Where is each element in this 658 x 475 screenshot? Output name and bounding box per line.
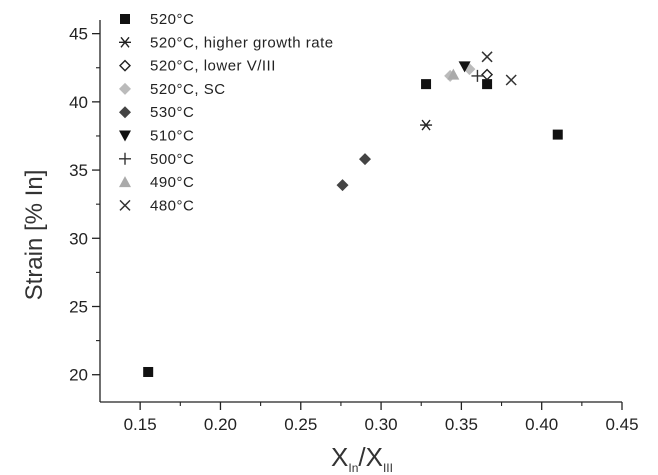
x-axis-label-sep: /X (358, 442, 383, 472)
y-tick-label: 35 (69, 161, 88, 180)
legend-marker (119, 106, 131, 119)
y-tick-label: 40 (69, 93, 88, 112)
data-points (143, 51, 563, 377)
x-tick-label: 0.25 (284, 415, 317, 434)
x-tick-label: 0.35 (445, 415, 478, 434)
legend-label: 520°C, SC (150, 81, 226, 98)
legend-item: 480°C (119, 197, 194, 214)
data-point (143, 366, 154, 377)
legend-marker (119, 152, 131, 165)
x-tick-label: 0.20 (204, 415, 237, 434)
legend-label: 510°C (150, 128, 194, 145)
x-axis-label-sub-in: In (348, 461, 358, 475)
legend-item: 530°C (119, 104, 194, 121)
legend-label: 520°C, lower V/III (150, 58, 276, 75)
x-axis-label-sub-iii: III (383, 461, 393, 475)
legend-item: 490°C (119, 174, 194, 191)
legend-item: 520°C, lower V/III (119, 58, 276, 75)
legend-label: 500°C (150, 151, 194, 168)
data-point (421, 79, 432, 90)
axes: 0.15 0.20 0.25 0.30 0.35 0.40 0.45 20 25 30 35 40 45 (69, 20, 639, 434)
legend-marker (119, 176, 131, 188)
legend-label: 490°C (150, 174, 194, 191)
legend-item: 520°C, higher growth rate (119, 34, 334, 51)
x-tick-label: 0.15 (124, 415, 157, 434)
legend-marker (119, 36, 131, 48)
x-tick-label: 0.40 (525, 415, 558, 434)
legend-item: 510°C (119, 128, 194, 145)
y-tick-label: 25 (69, 298, 88, 317)
data-point (447, 68, 460, 80)
legend-marker (119, 82, 131, 95)
legend-marker (119, 130, 131, 142)
legend-marker (120, 14, 130, 24)
y-tick-label: 30 (69, 229, 88, 248)
x-tick-label: 0.30 (365, 415, 398, 434)
y-tick-label: 45 (69, 25, 88, 44)
data-point (481, 68, 494, 81)
legend-label: 480°C (150, 197, 194, 214)
legend-item: 500°C (119, 151, 194, 168)
legend-marker (119, 59, 131, 72)
legend-label: 520°C (150, 11, 194, 28)
data-point (420, 119, 433, 131)
legend-label: 530°C (150, 104, 194, 121)
data-point (552, 129, 563, 140)
legend-marker (119, 199, 131, 211)
x-axis-label: XIn/XIII (331, 442, 393, 475)
data-point (482, 79, 493, 90)
data-point (359, 153, 372, 166)
legend-label: 520°C, higher growth rate (150, 34, 334, 51)
x-axis-label-main: X (331, 442, 348, 472)
data-point (471, 69, 484, 82)
data-point (505, 74, 517, 86)
data-point (458, 61, 471, 73)
x-tick-label: 0.45 (605, 415, 638, 434)
legend-item: 520°C (120, 11, 194, 28)
data-point (481, 51, 493, 63)
y-tick-label: 20 (69, 366, 88, 385)
legend-item: 520°C, SC (119, 81, 226, 98)
y-axis-label: Strain [% In] (21, 170, 48, 301)
data-point (336, 179, 349, 192)
legend: 520°C 520°C, higher growth rate 520°C, low… (119, 11, 334, 214)
